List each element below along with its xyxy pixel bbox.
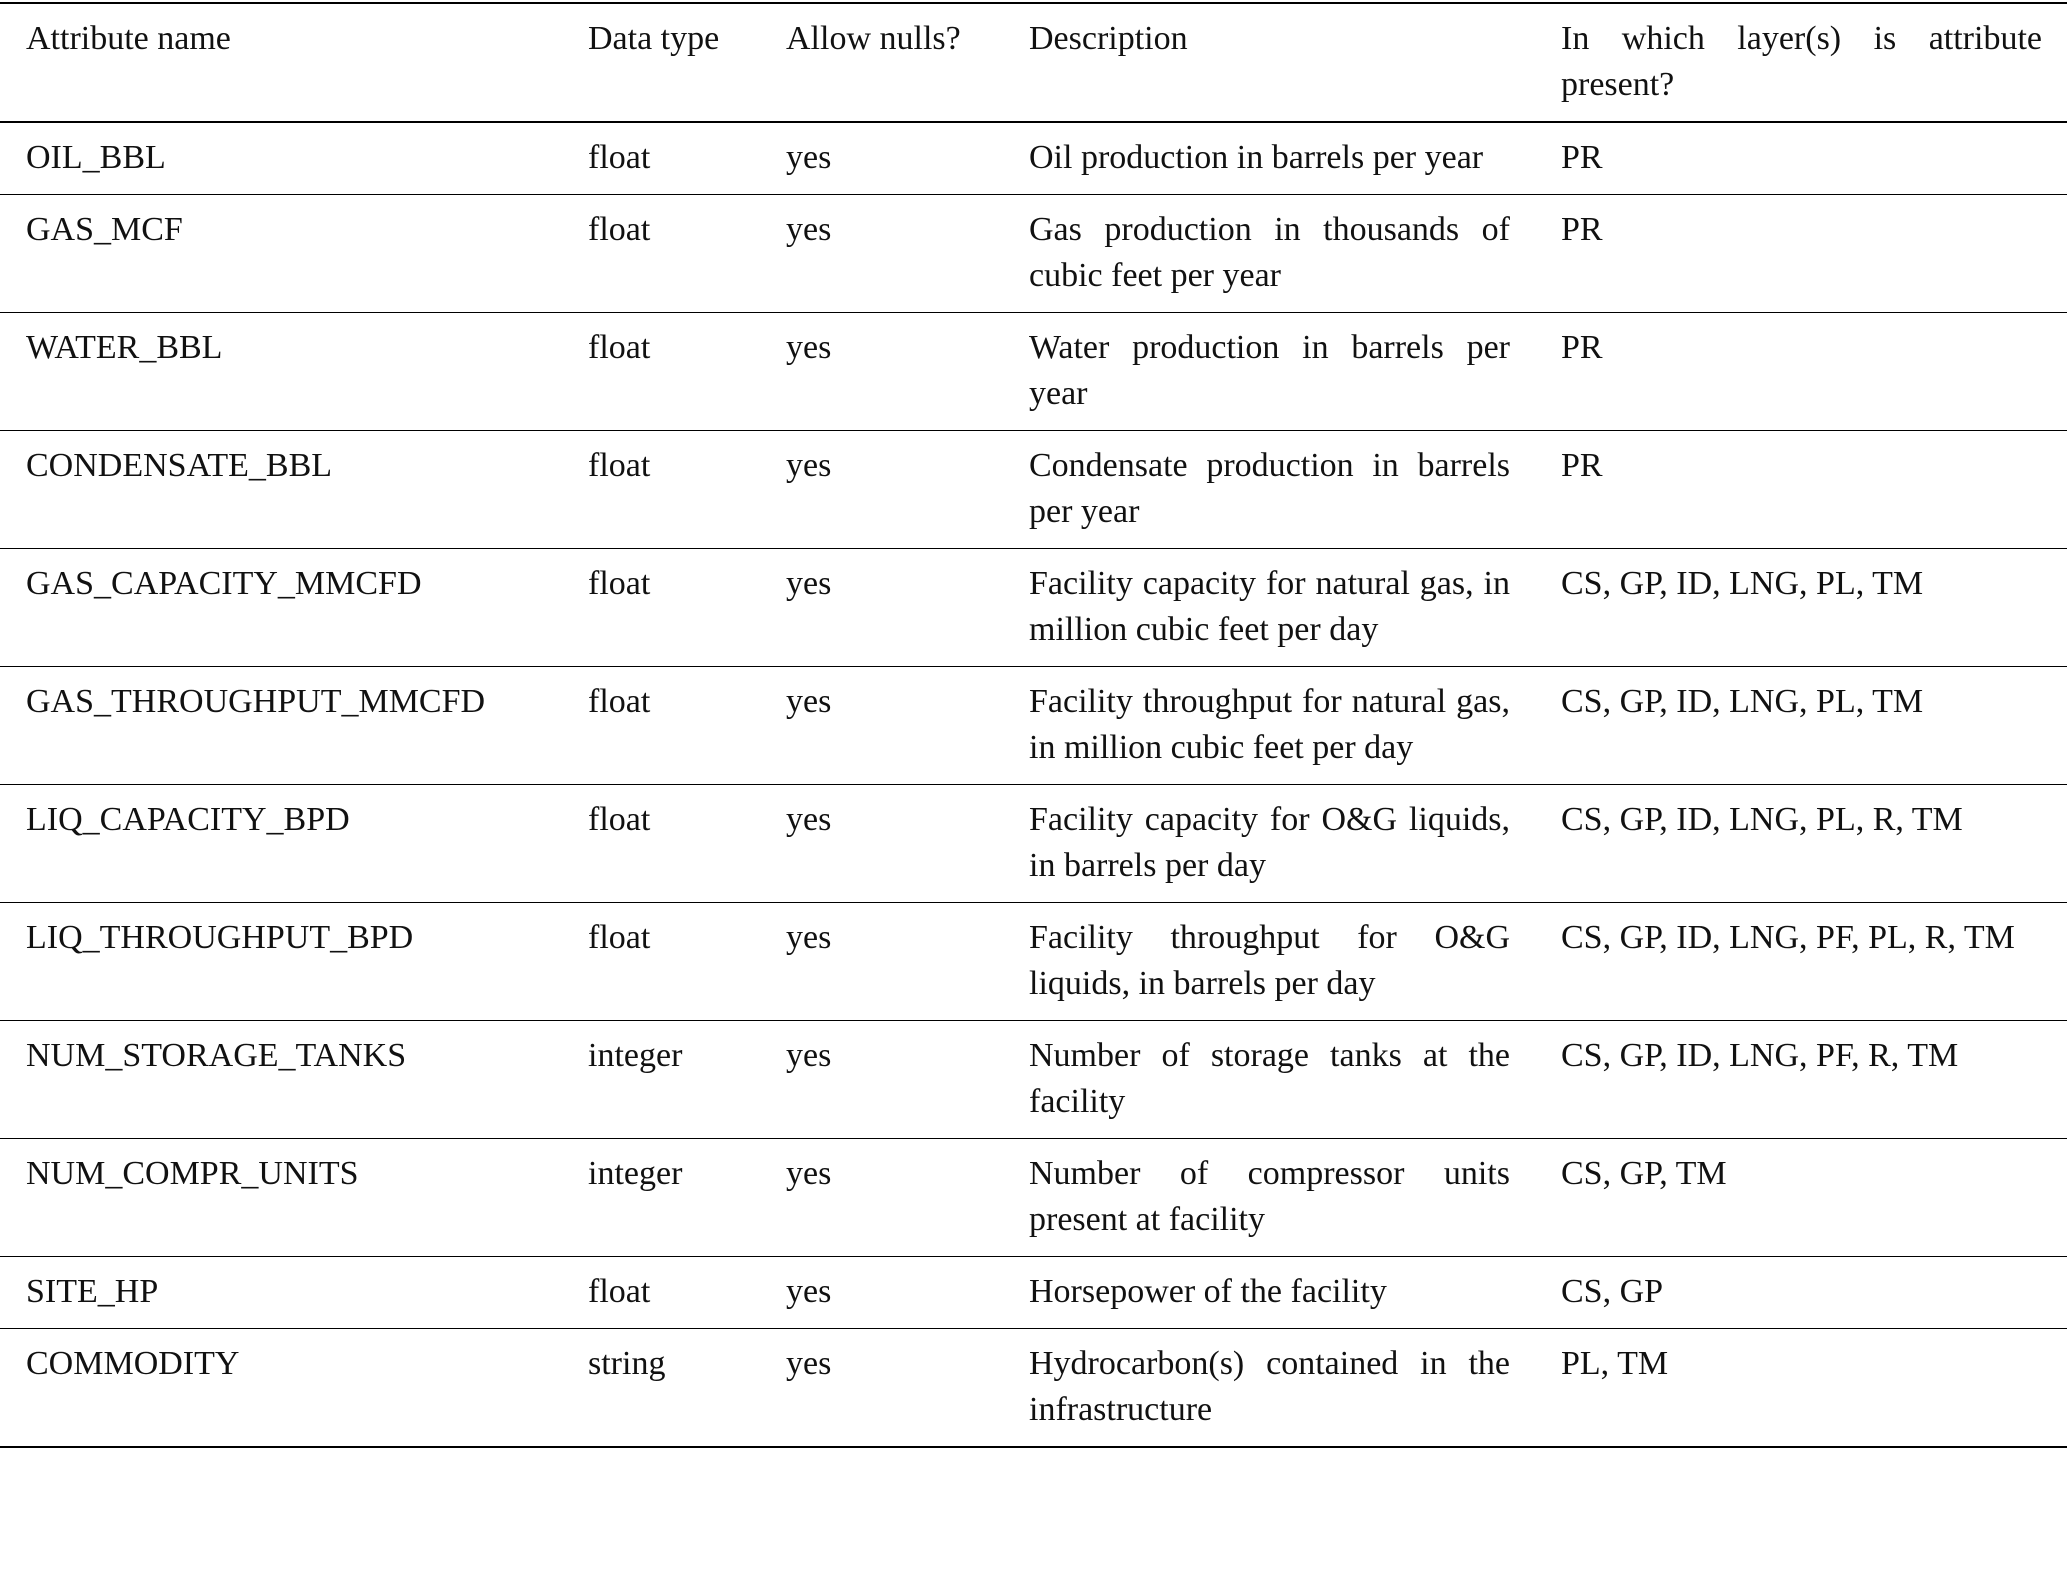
table-cell: Horsepower of the facility: [1029, 1273, 1387, 1310]
table-cell: float: [588, 919, 651, 956]
table-cell: yes: [786, 211, 832, 248]
table-cell: Facility capacity for natural gas, in mi…: [1029, 565, 1510, 648]
table-cell: yes: [786, 139, 832, 176]
table-cell: PR: [1561, 447, 1603, 484]
table-cell: yes: [786, 801, 832, 838]
table-cell: CS, GP, ID, LNG, PL, TM: [1561, 683, 1924, 720]
header-row: Attribute name Data type Allow nulls? Descr…: [0, 3, 2067, 122]
table-cell: Facility throughput for natural gas, in …: [1029, 683, 1510, 766]
table-header: Attribute name Data type Allow nulls? Descr…: [0, 3, 2067, 122]
table-row: NUM_STORAGE_TANKS integer yes Number of sto…: [0, 1021, 2067, 1139]
table-cell: GAS_CAPACITY_MMCFD: [26, 565, 422, 602]
table-cell: LIQ_CAPACITY_BPD: [26, 801, 350, 838]
table-cell: Condensate production in barrels per yea…: [1029, 447, 1510, 530]
table-cell: CS, GP, TM: [1561, 1155, 1727, 1192]
table-row: COMMODITY string yes Hydrocarbon(s) contain…: [0, 1329, 2067, 1447]
table-cell: CS, GP, ID, LNG, PL, R, TM: [1561, 801, 1963, 838]
table-cell: GAS_MCF: [26, 211, 183, 248]
column-header: In which layer(s) is attribute present?: [1561, 20, 2042, 103]
table-cell: Hydrocarbon(s) contained in the infrastr…: [1029, 1345, 1510, 1428]
attribute-table: Attribute name Data type Allow nulls? Descr…: [0, 2, 2067, 1448]
table-row: OIL_BBL float yes Oil production in barrels…: [0, 122, 2067, 195]
table-cell: GAS_THROUGHPUT_MMCFD: [26, 683, 486, 720]
table-cell: Number of compressor units present at fa…: [1029, 1155, 1510, 1238]
column-header: Description: [1029, 20, 1188, 57]
table-cell: Facility capacity for O&G liquids, in ba…: [1029, 801, 1510, 884]
table-cell: PR: [1561, 139, 1603, 176]
table-cell: NUM_COMPR_UNITS: [26, 1155, 359, 1192]
table-row: GAS_MCF float yes Gas production in thousan…: [0, 195, 2067, 313]
table-row: CONDENSATE_BBL float yes Condensate product…: [0, 431, 2067, 549]
table-cell: CS, GP, ID, LNG, PF, R, TM: [1561, 1037, 1959, 1074]
column-header: Allow nulls?: [786, 20, 961, 57]
table-row: LIQ_THROUGHPUT_BPD float yes Facility throu…: [0, 903, 2067, 1021]
table-row: LIQ_CAPACITY_BPD float yes Facility capacit…: [0, 785, 2067, 903]
table-cell: LIQ_THROUGHPUT_BPD: [26, 919, 414, 956]
table-cell: PR: [1561, 329, 1603, 366]
table-cell: float: [588, 329, 651, 366]
table-cell: PR: [1561, 211, 1603, 248]
table-cell: string: [588, 1345, 666, 1382]
table-cell: float: [588, 683, 651, 720]
table-cell: OIL_BBL: [26, 139, 166, 176]
table-cell: CS, GP, ID, LNG, PL, TM: [1561, 565, 1924, 602]
table-cell: float: [588, 801, 651, 838]
table-cell: COMMODITY: [26, 1345, 240, 1382]
table-cell: float: [588, 1273, 651, 1310]
table-cell: Gas production in thousands of cubic fee…: [1029, 211, 1510, 294]
table-cell: yes: [786, 1155, 832, 1192]
table-cell: WATER_BBL: [26, 329, 223, 366]
table-cell: NUM_STORAGE_TANKS: [26, 1037, 407, 1074]
table-cell: Number of storage tanks at the facility: [1029, 1037, 1510, 1120]
table-cell: yes: [786, 1037, 832, 1074]
table-cell: integer: [588, 1037, 683, 1074]
table-cell: float: [588, 447, 651, 484]
table-cell: yes: [786, 329, 832, 366]
table-cell: float: [588, 211, 651, 248]
table-cell: integer: [588, 1155, 683, 1192]
table-cell: Facility throughput for O&G liquids, in …: [1029, 919, 1510, 1002]
table-body: OIL_BBL float yes Oil production in barrels…: [0, 122, 2067, 1447]
table-row: GAS_THROUGHPUT_MMCFD float yes Facility thr…: [0, 667, 2067, 785]
table-cell: Water production in barrels per year: [1029, 329, 1510, 412]
table-cell: SITE_HP: [26, 1273, 159, 1310]
table-row: NUM_COMPR_UNITS integer yes Number of compr…: [0, 1139, 2067, 1257]
table-row: WATER_BBL float yes Water production in bar…: [0, 313, 2067, 431]
table-cell: Oil production in barrels per year: [1029, 139, 1484, 176]
table-row: GAS_CAPACITY_MMCFD float yes Facility capac…: [0, 549, 2067, 667]
table-cell: PL, TM: [1561, 1345, 1669, 1382]
table-cell: float: [588, 139, 651, 176]
table-cell: CONDENSATE_BBL: [26, 447, 333, 484]
table-cell: yes: [786, 447, 832, 484]
table-cell: yes: [786, 919, 832, 956]
table-cell: yes: [786, 1345, 832, 1382]
table-row: SITE_HP float yes Horsepower of the facilit…: [0, 1257, 2067, 1329]
table-cell: CS, GP: [1561, 1273, 1664, 1310]
column-header: Attribute name: [26, 20, 231, 57]
table-cell: yes: [786, 683, 832, 720]
table-cell: float: [588, 565, 651, 602]
table-cell: CS, GP, ID, LNG, PF, PL, R, TM: [1561, 919, 2015, 956]
table-cell: yes: [786, 1273, 832, 1310]
column-header: Data type: [588, 20, 720, 57]
table-cell: yes: [786, 565, 832, 602]
